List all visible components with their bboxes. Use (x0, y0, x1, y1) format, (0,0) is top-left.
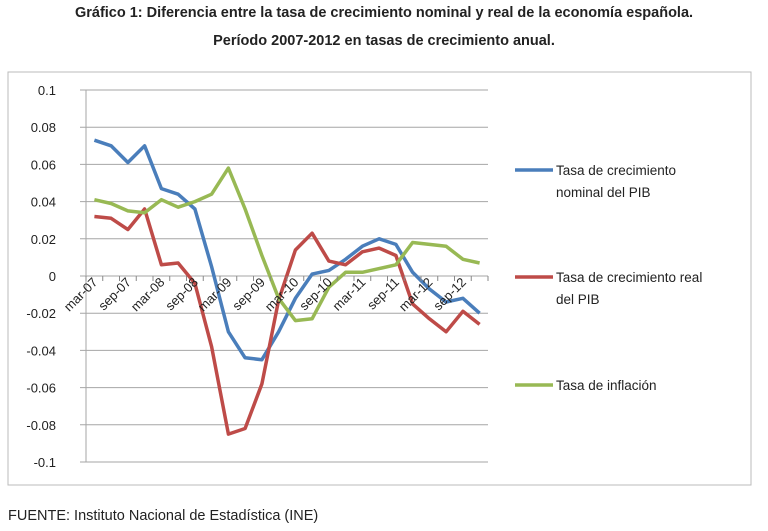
legend-label: Tasa de crecimiento (556, 163, 676, 178)
x-tick-label: sep-09 (229, 275, 268, 314)
series-line (94, 207, 481, 436)
x-tick-label: sep-07 (95, 275, 134, 314)
y-tick-label: 0.1 (38, 83, 56, 98)
y-tick-label: 0.08 (31, 120, 56, 135)
series-line (94, 166, 480, 323)
y-tick-label: 0.02 (31, 232, 56, 247)
x-tick-label: sep-11 (364, 275, 402, 313)
y-tick-label: 0 (49, 269, 56, 284)
y-tick-label: 0.04 (31, 195, 56, 210)
y-tick-label: -0.08 (26, 418, 56, 433)
y-tick-label: -0.1 (34, 455, 56, 470)
x-tick-label: mar-10 (262, 275, 302, 315)
legend-label: del PIB (556, 292, 600, 307)
source-note: FUENTE: Instituto Nacional de Estadístic… (8, 508, 319, 524)
series-line (93, 138, 481, 362)
chart-title-line1: Gráfico 1: Diferencia entre la tasa de c… (74, 5, 694, 21)
y-tick-label: -0.04 (26, 343, 56, 358)
legend-label: nominal del PIB (556, 185, 651, 200)
y-tick-label: 0.06 (31, 157, 56, 172)
x-tick-label: sep-08 (162, 275, 201, 314)
chart-title-line2: Período 2007-2012 en tasas de crecimient… (213, 33, 555, 49)
legend-label: Tasa de inflación (556, 378, 657, 393)
chart-border (7, 71, 752, 486)
x-tick-label: sep-10 (296, 275, 335, 314)
legend-label: Tasa de crecimiento real (556, 270, 702, 285)
x-tick-label: mar-07 (61, 275, 101, 315)
y-tick-label: -0.02 (26, 306, 56, 321)
x-tick-label: mar-08 (128, 275, 168, 315)
y-tick-label: -0.06 (26, 381, 56, 396)
